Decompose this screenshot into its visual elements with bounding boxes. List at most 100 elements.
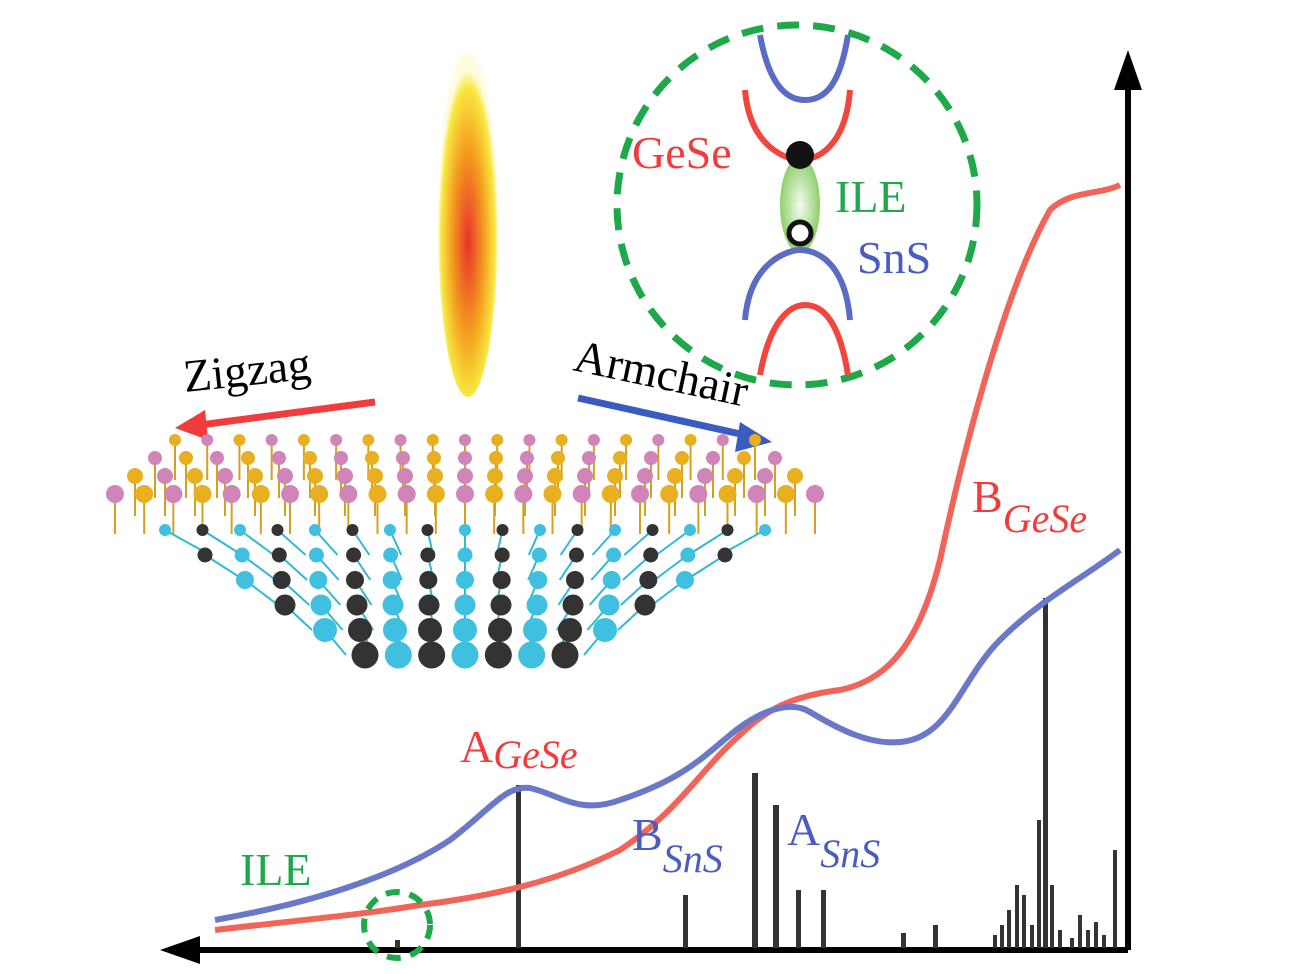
atom [759, 524, 771, 536]
atom [606, 547, 622, 563]
bar [1078, 915, 1082, 948]
atom [346, 594, 368, 616]
atom [397, 468, 413, 484]
bar [1102, 935, 1106, 948]
atom [646, 524, 659, 536]
atom [308, 547, 324, 563]
y-arrowhead [1114, 50, 1142, 90]
peak-letter: B [632, 809, 663, 860]
atom [593, 618, 617, 642]
atom [551, 451, 565, 465]
atom [247, 468, 263, 484]
atom [523, 434, 536, 446]
atom [179, 451, 193, 465]
atom [351, 641, 379, 669]
atom [201, 434, 214, 446]
atom [620, 434, 633, 446]
oscillator-bars [395, 598, 1117, 948]
atom [193, 485, 212, 503]
atom [330, 434, 343, 446]
peak-label: AGeSe [460, 721, 578, 777]
peak-subscript: GeSe [493, 732, 577, 777]
atom [135, 485, 154, 503]
atom [196, 524, 209, 536]
bar [773, 805, 779, 948]
atom [787, 468, 803, 484]
atom [303, 451, 317, 465]
atom [309, 571, 328, 589]
atom [396, 451, 410, 465]
atom [571, 524, 584, 536]
atom [346, 547, 362, 563]
atom [337, 468, 353, 484]
bar [1050, 885, 1054, 948]
bar [1113, 850, 1117, 948]
atom [737, 451, 751, 465]
atom [609, 524, 621, 536]
atom [514, 485, 533, 503]
atom [456, 571, 474, 589]
atom [558, 618, 582, 642]
atom [271, 547, 287, 563]
atom [234, 547, 250, 563]
atom [613, 451, 627, 465]
atom [768, 451, 782, 465]
atom [489, 451, 503, 465]
atom [346, 571, 364, 589]
atom [265, 434, 278, 446]
atom [383, 547, 399, 563]
atom [164, 485, 183, 503]
atom [520, 451, 534, 465]
atom [251, 485, 270, 503]
atom [491, 434, 504, 446]
atom [334, 451, 348, 465]
atom [718, 485, 737, 503]
bar [752, 773, 758, 948]
bar [1070, 938, 1074, 948]
atom [236, 571, 254, 589]
atom [675, 451, 689, 465]
atom [346, 524, 359, 536]
bar [1030, 925, 1034, 948]
bar [1094, 922, 1098, 948]
atom [517, 468, 533, 484]
bond [623, 529, 654, 556]
atom [459, 434, 471, 446]
atom [757, 468, 773, 484]
peak-label: ASnS [787, 804, 880, 876]
atom [426, 485, 445, 503]
atom [496, 524, 509, 536]
zigzag-arrowhead [175, 410, 208, 440]
atom [689, 485, 708, 503]
atom [457, 468, 473, 484]
bar [1043, 598, 1048, 948]
atom [697, 468, 713, 484]
atom [485, 485, 504, 503]
atom [418, 594, 440, 616]
atom [582, 451, 596, 465]
armchair-arrow [577, 394, 746, 439]
hole [786, 219, 814, 247]
atom [551, 641, 579, 669]
atom [562, 594, 584, 616]
atom [362, 434, 375, 446]
peak-subscript: GeSe [1003, 496, 1087, 541]
atom [488, 618, 512, 642]
atom [272, 451, 286, 465]
bar [993, 935, 997, 948]
atom [157, 468, 173, 484]
atom [492, 571, 511, 589]
atom [716, 434, 729, 446]
atom [187, 468, 203, 484]
atom [382, 594, 404, 616]
atom [531, 547, 547, 563]
atom [543, 485, 562, 503]
atom [494, 547, 510, 563]
sns-spectrum [214, 547, 1122, 923]
zigzag-label: Zigzag [181, 338, 313, 402]
bar [933, 925, 938, 948]
inset-gese-label: GeSe [632, 127, 732, 178]
bar [1037, 820, 1041, 948]
atom [383, 618, 407, 642]
atom [749, 434, 761, 446]
